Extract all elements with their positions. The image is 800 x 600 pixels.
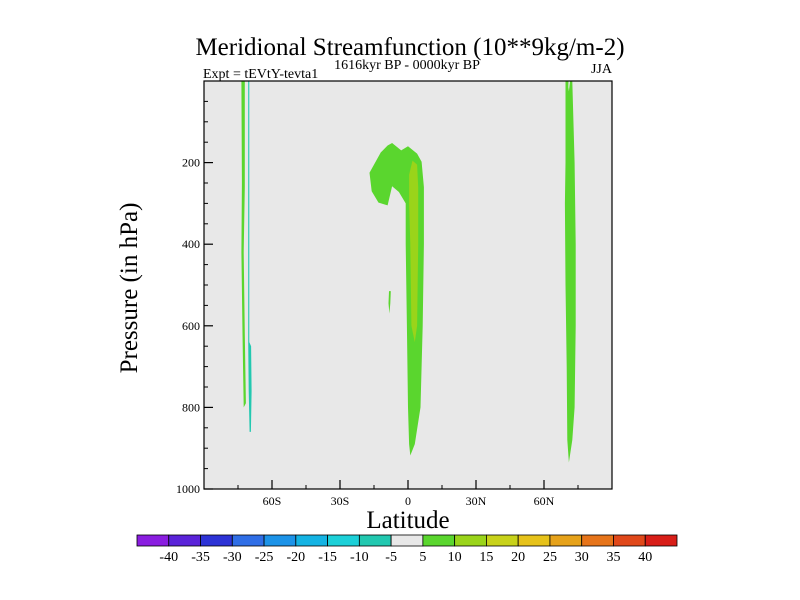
x-tick-label: 60N [534,494,555,508]
x-tick-label: 30N [466,494,487,508]
contour-sh-high-lat-band [241,81,246,408]
colorbar-swatch [390,534,424,547]
colorbar-swatch [613,534,646,547]
contour-equatorial-cell-core [409,160,419,343]
x-axis-label: Latitude [366,507,449,534]
colorbar-swatch [231,534,265,547]
colorbar-swatch [327,534,360,547]
x-axis-ticks: 60S 30S 0 30N 60N [237,480,579,508]
colorbar-label: -30 [223,550,242,565]
colorbar-swatch [168,534,201,547]
colorbar-swatch [517,534,551,547]
colorbar-label: 20 [511,550,525,565]
colorbar-label: -40 [159,550,178,565]
contour-regions [241,81,576,463]
colorbar-swatch [549,534,583,547]
colorbar-label: -15 [318,550,337,565]
y-tick-label: 200 [182,156,200,170]
contour-sh-small-blob [388,291,391,314]
colorbar-label: -5 [385,550,397,565]
colorbar-label: 15 [479,550,493,565]
colorbar-swatch [358,534,392,547]
colorbar-swatch [295,534,328,547]
colorbar-swatch [486,534,519,547]
period-label: 1616kyr BP - 0000kyr BP [334,58,480,73]
colorbar-swatch [200,534,233,547]
x-tick-label: 60S [263,494,282,508]
experiment-label: Expt = tEVtY-tevta1 [203,67,318,82]
y-tick-label: 600 [182,319,200,333]
y-axis-label: Pressure (in hPa) [116,203,143,374]
colorbar-label: 5 [419,550,426,565]
colorbar-swatch [581,534,614,547]
x-tick-label: 0 [405,494,411,508]
colorbar-swatch [136,534,170,547]
y-tick-label: 1000 [176,482,200,496]
colorbar-swatch [644,534,678,547]
colorbar-label: 40 [638,550,652,565]
contour-nh-high-lat-inner [568,81,571,92]
colorbar-label: -35 [191,550,210,565]
y-tick-label: 800 [182,400,200,414]
chart-title: Meridional Streamfunction (10**9kg/m-2) [195,34,624,61]
colorbar-label: 30 [575,550,589,565]
x-tick-label: 30S [331,494,350,508]
colorbar-label: -20 [286,550,305,565]
contour-sh-high-lat-negative-sliver [248,81,252,432]
contour-nh-high-lat-band [564,81,576,463]
y-axis-ticks: 200 400 600 800 1000 [176,100,213,496]
colorbar-label: -10 [350,550,369,565]
colorbar-swatch [422,534,456,547]
y-tick-label: 400 [182,237,200,251]
season-label: JJA [591,62,613,77]
colorbar: -40 -35 -30 -25 -20 -15 -10 -5 5 10 15 20 25 30 35 40 [136,534,678,565]
colorbar-swatch [263,534,297,547]
colorbar-label: 25 [543,550,557,565]
colorbar-label: 35 [606,550,620,565]
colorbar-label: 10 [448,550,462,565]
colorbar-swatch [454,534,487,547]
colorbar-label: -25 [255,550,274,565]
